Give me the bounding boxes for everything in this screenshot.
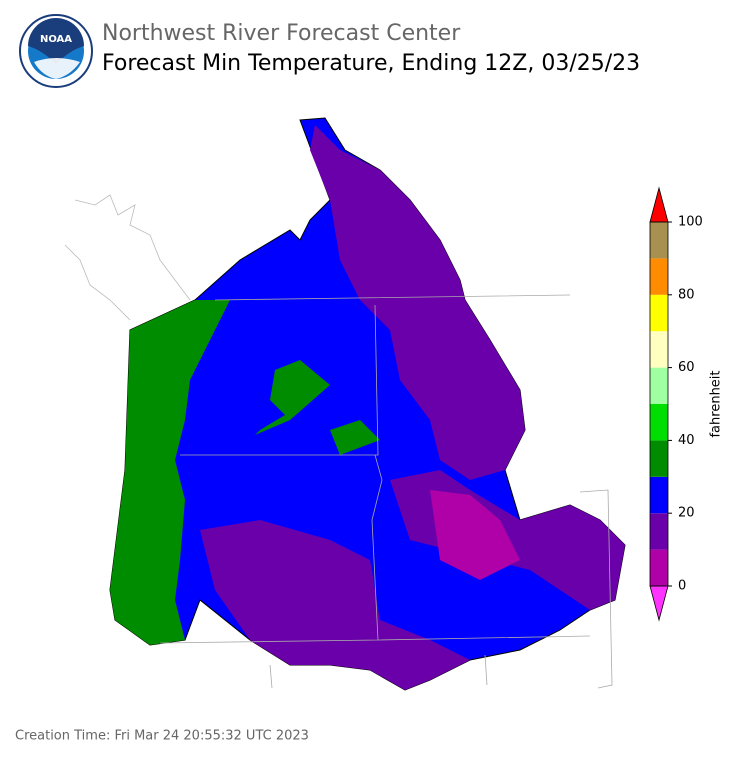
colorbar-segment [650,258,668,295]
colorbar: 0 20 40 60 80 100 [649,186,703,622]
colorbar-segment [650,294,668,332]
logo-text: NOAA [40,34,72,45]
title: Northwest River Forecast Center [102,21,461,46]
colorbar-segment [650,513,668,550]
region-0-10 [430,490,520,580]
colorbar-tick-label: 100 [678,215,703,230]
colorbar-tick-label: 0 [678,579,686,594]
map [64,117,626,691]
colorbar-segment [650,404,668,441]
colorbar-over [649,186,669,223]
coastline [64,194,191,321]
region-10-20 [200,520,470,690]
colorbar-tick-label: 20 [678,506,695,521]
colorbar-under [649,585,669,622]
colorbar-label: fahrenheit [709,370,724,437]
state-boundary [159,294,613,689]
colorbar-segment [650,367,668,404]
subtitle: Forecast Min Temperature, Ending 12Z, 03… [102,51,640,76]
colorbar-segment [650,440,668,477]
colorbar-segment [650,476,668,514]
noaa-logo: NOAA [19,14,93,88]
colorbar-segment [650,331,668,368]
region-30-40 [110,300,230,645]
colorbar-tick-label: 60 [678,360,695,375]
creation-time: Creation Time: Fri Mar 24 20:55:32 UTC 2… [15,729,309,744]
colorbar-segment [650,549,668,586]
colorbar-frame [649,221,669,587]
region-30-40 [255,360,380,455]
colorbar-segment [650,222,668,259]
colorbar-tick-label: 40 [678,433,695,448]
colorbar-tick-label: 80 [678,287,695,302]
region-10-20 [310,125,525,480]
